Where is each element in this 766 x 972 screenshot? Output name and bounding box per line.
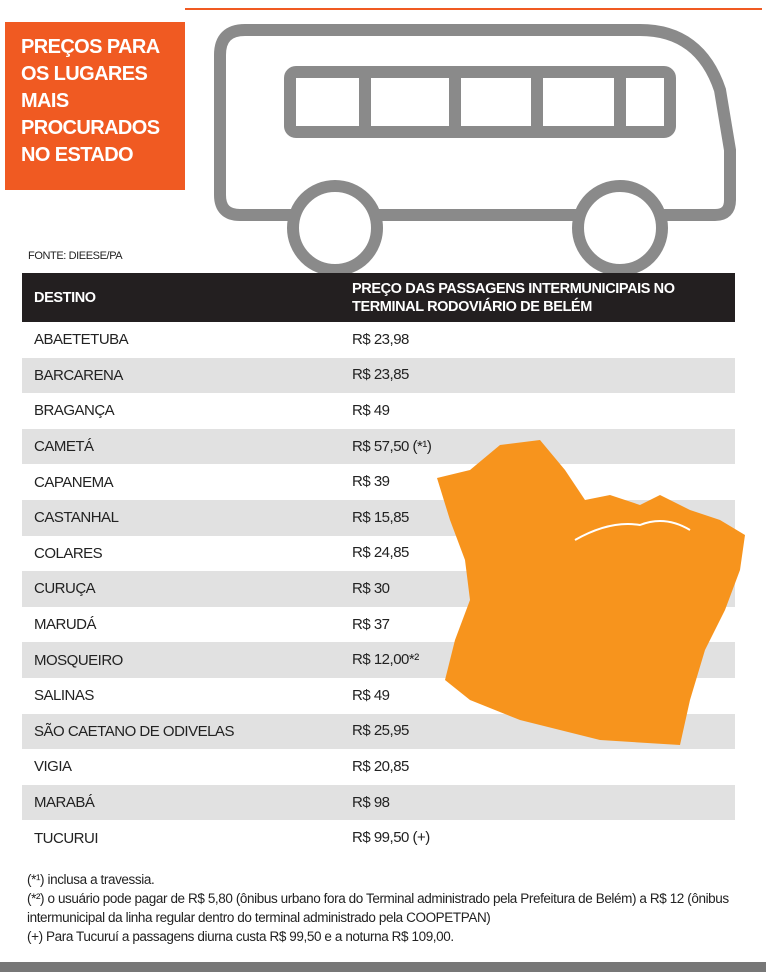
price: R$ 99,50 (+) bbox=[352, 829, 430, 847]
table-row: MOSQUEIRO R$ 12,00*² bbox=[22, 642, 735, 678]
bottom-bar bbox=[0, 962, 766, 972]
price: R$ 25,95 bbox=[352, 722, 409, 740]
table-row: CASTANHAL R$ 15,85 bbox=[22, 499, 735, 536]
price: R$ 37 bbox=[352, 615, 390, 633]
price: R$ 23,98 bbox=[352, 330, 409, 348]
destination: COLARES bbox=[34, 544, 103, 562]
title-line: MAIS bbox=[21, 90, 69, 112]
destination: SÃO CAETANO DE ODIVELAS bbox=[34, 722, 234, 740]
table-row: MARABÁ R$ 98 bbox=[22, 784, 735, 821]
price: R$ 39 bbox=[352, 473, 390, 491]
table-row: BRAGANÇA R$ 49 bbox=[22, 393, 735, 429]
destination: SALINAS bbox=[34, 687, 94, 705]
table-row: CAMETÁ R$ 57,50 (*¹) bbox=[22, 428, 735, 465]
destination: MARUDÁ bbox=[34, 616, 97, 634]
title-line: OS LUGARES bbox=[21, 63, 148, 85]
destination: CASTANHAL bbox=[34, 509, 119, 527]
table-header: DESTINO PREÇO DAS PASSAGENS INTERMUNICIP… bbox=[22, 273, 735, 322]
table-row: ABAETETUBA R$ 23,98 bbox=[22, 322, 735, 358]
table-row: BARCARENA R$ 23,85 bbox=[22, 357, 735, 394]
destination: BRAGANÇA bbox=[34, 402, 115, 420]
price: R$ 98 bbox=[352, 793, 390, 811]
footnote: (+) Para Tucuruí a passagens diurna cust… bbox=[27, 929, 454, 944]
column-header: PREÇO DAS PASSAGENS INTERMUNICIPAIS NO T… bbox=[352, 280, 675, 315]
price: R$ 20,85 bbox=[352, 757, 409, 775]
table-row: TUCURUI R$ 99,50 (+) bbox=[22, 820, 735, 856]
destination: CAPANEMA bbox=[34, 473, 114, 491]
destination: ABAETETUBA bbox=[34, 331, 129, 349]
footnote: (*²) o usuário pode pagar de R$ 5,80 (ôn… bbox=[27, 891, 729, 925]
price: R$ 49 bbox=[352, 686, 390, 704]
price-table: DESTINO PREÇO DAS PASSAGENS INTERMUNICIP… bbox=[22, 273, 735, 856]
table-row: MARUDÁ R$ 37 bbox=[22, 607, 735, 643]
footnote: (*¹) inclusa a travessia. bbox=[27, 872, 155, 887]
title-box: PREÇOS PARA OS LUGARES MAIS PROCURADOS NO ES… bbox=[5, 22, 185, 190]
price: R$ 49 bbox=[352, 401, 390, 419]
destination: VIGIA bbox=[34, 758, 72, 776]
table-row: CAPANEMA R$ 39 bbox=[22, 464, 735, 500]
table-row: COLARES R$ 24,85 bbox=[22, 536, 735, 572]
table-row: SALINAS R$ 49 bbox=[22, 678, 735, 714]
destination: MOSQUEIRO bbox=[34, 651, 123, 669]
price: R$ 24,85 bbox=[352, 544, 409, 562]
bus-icon bbox=[214, 24, 736, 276]
price: R$ 12,00*² bbox=[352, 651, 419, 669]
table-row: CURUÇA R$ 30 bbox=[22, 571, 735, 607]
column-header: DESTINO bbox=[34, 289, 96, 306]
footnotes: (*¹) inclusa a travessia. (*²) o usuário … bbox=[27, 870, 747, 946]
title-line: PREÇOS PARA bbox=[21, 36, 160, 58]
title-line: PROCURADOS bbox=[21, 117, 160, 139]
price: R$ 30 bbox=[352, 579, 390, 597]
destination: CURUÇA bbox=[34, 580, 96, 598]
destination: TUCURUI bbox=[34, 829, 99, 847]
destination: MARABÁ bbox=[34, 794, 95, 812]
title-line: NO ESTADO bbox=[21, 144, 134, 166]
price: R$ 23,85 bbox=[352, 366, 409, 384]
table-row: VIGIA R$ 20,85 bbox=[22, 749, 735, 785]
table-row: SÃO CAETANO DE ODIVELAS R$ 25,95 bbox=[22, 713, 735, 750]
destination: CAMETÁ bbox=[34, 438, 94, 456]
price: R$ 57,50 (*¹) bbox=[352, 437, 432, 455]
destination: BARCARENA bbox=[34, 366, 123, 384]
source: FONTE: DIEESE/PA bbox=[28, 250, 123, 262]
price: R$ 15,85 bbox=[352, 508, 409, 526]
